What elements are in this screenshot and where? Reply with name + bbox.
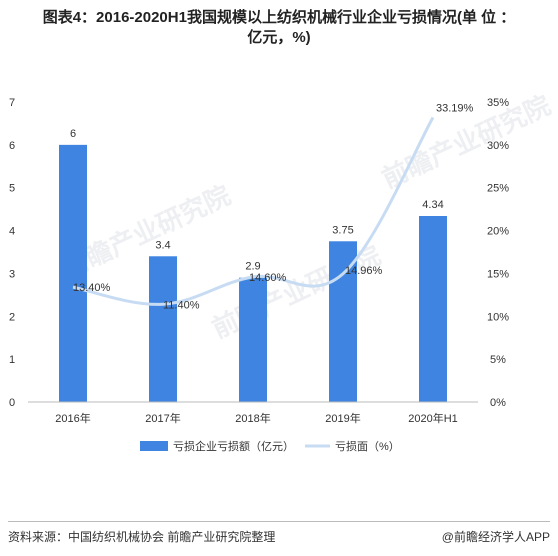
right-axis-tick-0: 0% <box>490 397 506 409</box>
source-note: 资料来源：中国纺织机械协会 前瞻产业研究院整理 <box>8 530 276 544</box>
title-line-1: 图表4：2016-2020H1我国规模以上纺织机械行业企业亏损情况(单 位 ： <box>42 9 516 26</box>
chart-title: 图表4：2016-2020H1我国规模以上纺织机械行业企业亏损情况(单 位 ： … <box>0 8 558 48</box>
footer-divider <box>8 521 550 522</box>
bar-label-1: 3.4 <box>155 239 170 251</box>
x-axis-tick-1: 2017年 <box>145 411 180 425</box>
right-axis-tick-1: 5% <box>490 354 506 366</box>
line-label-2: 14.60% <box>249 272 287 284</box>
left-axis-tick-0: 0 <box>9 397 15 409</box>
bar-label-0: 6 <box>70 128 76 140</box>
bar-1 <box>149 256 177 402</box>
left-axis-tick-2: 2 <box>9 311 15 323</box>
left-axis-tick-3: 3 <box>9 268 15 280</box>
line-label-0: 13.40% <box>73 282 111 294</box>
legend-bar-swatch <box>140 441 168 451</box>
left-axis-tick-5: 5 <box>9 183 15 195</box>
line-label-4: 33.19% <box>436 103 474 115</box>
bar-0 <box>59 144 87 402</box>
right-axis-tick-7: 35% <box>487 97 509 109</box>
right-axis-tick-4: 20% <box>487 226 509 238</box>
bar-2 <box>239 277 267 402</box>
right-axis-tick-3: 15% <box>487 268 509 280</box>
right-axis-tick-5: 25% <box>487 183 509 195</box>
left-axis-tick-7: 7 <box>9 97 15 109</box>
chart-svg: 前瞻产业研究院前瞻产业研究院前瞻产业研究院012345670%5%10%15%2… <box>9 90 555 453</box>
bar-label-3: 3.75 <box>332 224 353 236</box>
line-series-path <box>72 116 435 306</box>
x-axis-tick-2: 2018年 <box>235 411 270 425</box>
bar-label-4: 4.34 <box>422 199 443 211</box>
line-label-1: 11.40% <box>163 299 200 311</box>
left-axis-tick-6: 6 <box>9 140 15 152</box>
title-line-2: 亿元，%) <box>247 29 311 46</box>
right-axis-tick-6: 30% <box>487 140 509 152</box>
left-axis-tick-1: 1 <box>9 354 15 366</box>
right-axis-tick-2: 10% <box>487 311 509 323</box>
bar-label-2: 2.9 <box>245 261 260 273</box>
brand-label: @前瞻经济学人APP <box>441 530 550 544</box>
legend-line-label: 亏损面（%） <box>335 439 400 453</box>
legend-bar-label: 亏损企业亏损额（亿元） <box>173 439 294 453</box>
bar-3 <box>329 241 357 402</box>
x-axis-tick-4: 2020年H1 <box>408 411 458 425</box>
x-axis-tick-3: 2019年 <box>325 411 360 425</box>
line-label-3: 14.96% <box>345 265 383 277</box>
bar-4 <box>419 216 447 402</box>
x-axis-tick-0: 2016年 <box>55 411 90 425</box>
left-axis-tick-4: 4 <box>9 226 15 238</box>
